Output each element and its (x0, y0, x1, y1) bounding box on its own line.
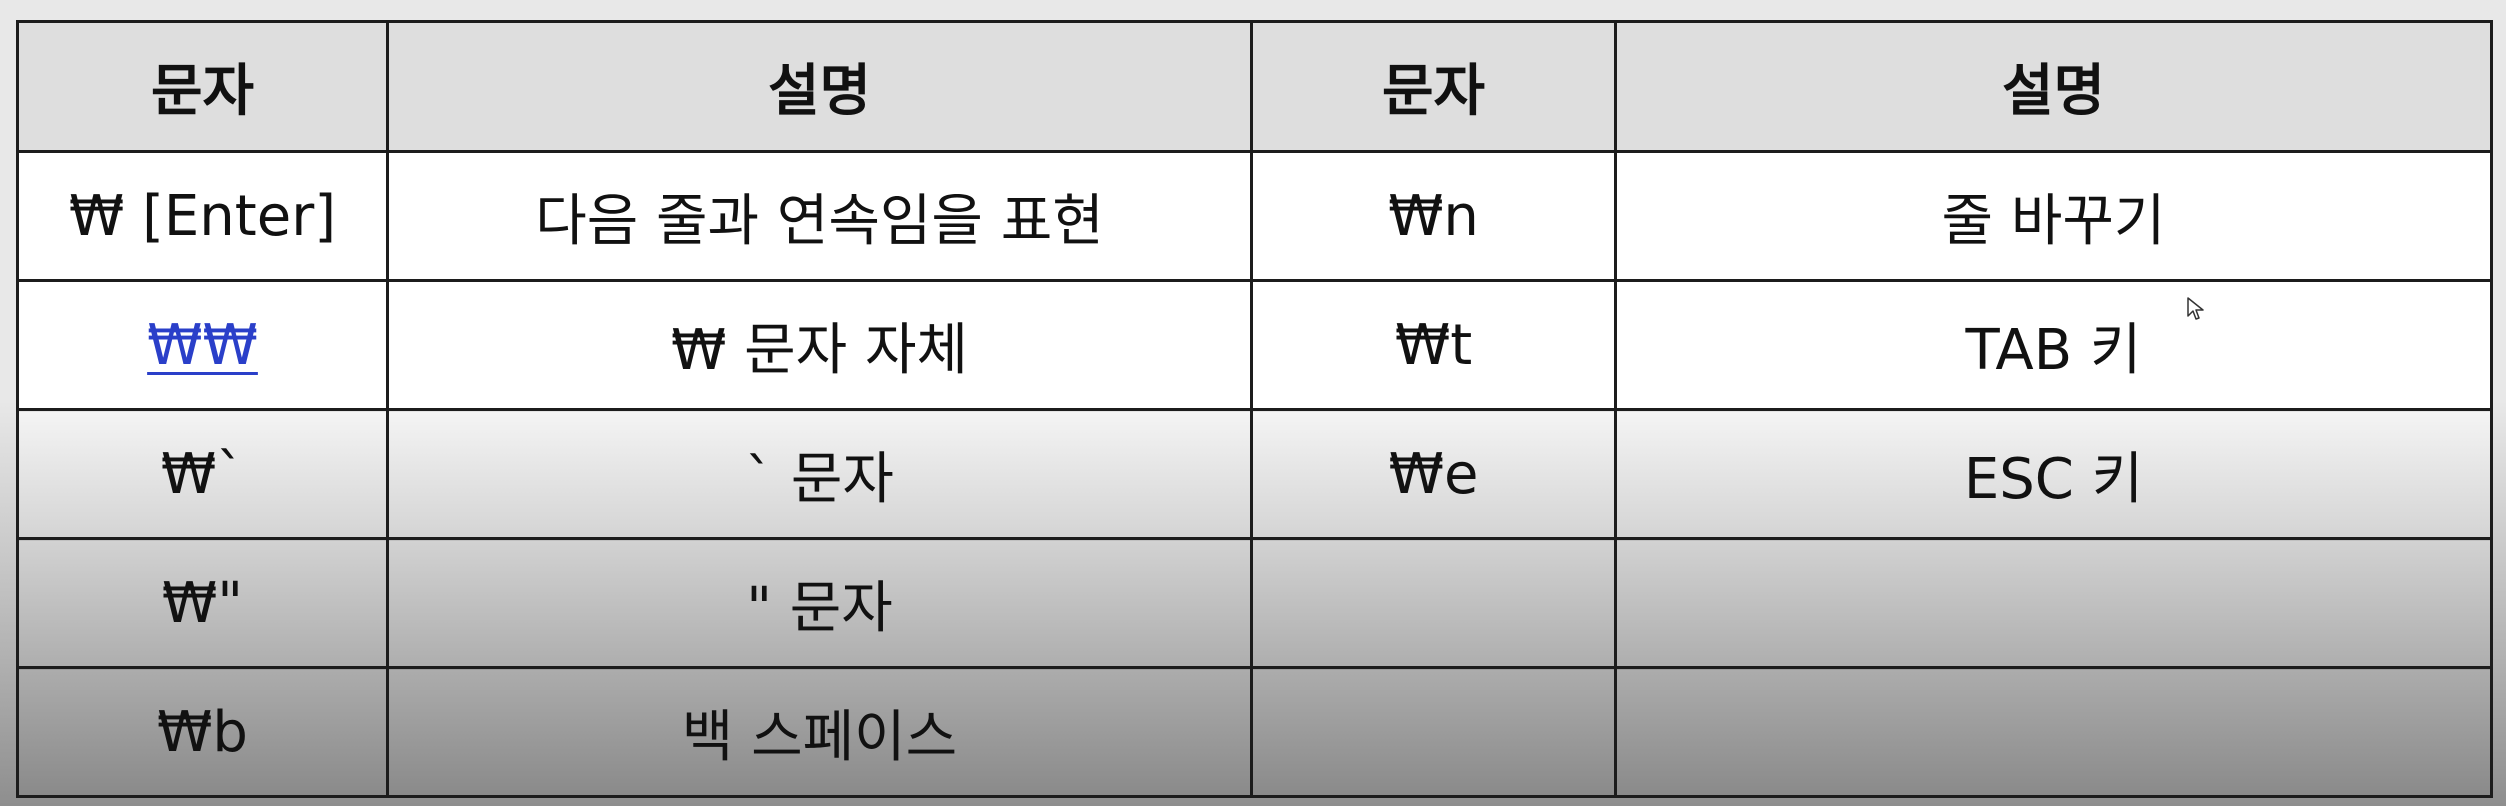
table-row: ₩b 백 스페이스 (16, 666, 2493, 798)
escape-char-cell: ₩₩ (16, 279, 389, 411)
description-cell: TAB 키 (1614, 279, 2493, 411)
table-row: ₩₩ ₩ 문자 자체 ₩t TAB 키 (16, 279, 2493, 411)
header-description: 설명 (386, 20, 1253, 153)
description-cell (1614, 537, 2493, 669)
mouse-pointer-icon (2187, 297, 2204, 320)
description-cell: 다음 줄과 연속임을 표현 (386, 150, 1253, 282)
escape-char-cell: ₩b (16, 666, 389, 798)
escape-char-cell: ₩" (16, 537, 389, 669)
escape-char-cell (1250, 666, 1617, 798)
description-cell: 줄 바꾸기 (1614, 150, 2493, 282)
table-row: ₩" " 문자 (16, 537, 2493, 669)
header-character: 문자 (1250, 20, 1617, 153)
escape-char-cell: ₩ [Enter] (16, 150, 389, 282)
escape-char-cell (1250, 537, 1617, 669)
escape-sequence-table: 문자 설명 문자 설명 ₩ [Enter] 다음 줄과 연속임을 표현 ₩n 줄… (16, 20, 2493, 798)
description-cell: ₩ 문자 자체 (386, 279, 1253, 411)
escape-char-cell: ₩e (1250, 408, 1617, 540)
table-row: ₩ [Enter] 다음 줄과 연속임을 표현 ₩n 줄 바꾸기 (16, 150, 2493, 282)
escape-char-cell: ₩` (16, 408, 389, 540)
description-cell (1614, 666, 2493, 798)
escape-char-cell: ₩t (1250, 279, 1617, 411)
description-cell: ` 문자 (386, 408, 1253, 540)
description-cell: ESC 키 (1614, 408, 2493, 540)
backslash-link[interactable]: ₩₩ (147, 312, 258, 378)
escape-char-cell: ₩n (1250, 150, 1617, 282)
header-character: 문자 (16, 20, 389, 153)
table-header-row: 문자 설명 문자 설명 (16, 20, 2493, 153)
description-cell: 백 스페이스 (386, 666, 1253, 798)
table-row: ₩` ` 문자 ₩e ESC 키 (16, 408, 2493, 540)
header-description: 설명 (1614, 20, 2493, 153)
description-cell: " 문자 (386, 537, 1253, 669)
